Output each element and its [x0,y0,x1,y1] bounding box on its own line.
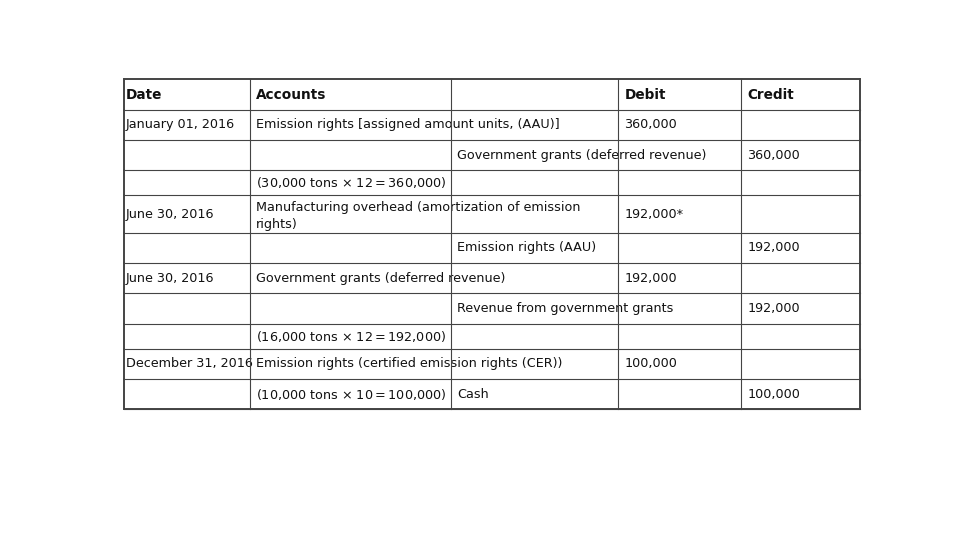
Text: Cash: Cash [457,388,489,401]
Text: (16,000 tons × $12 = $192,000): (16,000 tons × $12 = $192,000) [256,329,446,344]
Text: Revenue from government grants: Revenue from government grants [457,302,673,315]
Bar [124,79,860,409]
Text: (30,000 tons × $12 = $360,000): (30,000 tons × $12 = $360,000) [256,176,446,191]
Text: (10,000 tons × $10 = $100,000): (10,000 tons × $10 = $100,000) [256,387,446,402]
Text: June 30, 2016: June 30, 2016 [126,207,214,220]
Text: 192,000: 192,000 [624,272,677,285]
Text: 192,000: 192,000 [747,241,800,254]
Text: Manufacturing overhead (amortization of emission
rights): Manufacturing overhead (amortization of … [256,201,581,231]
Text: December 31, 2016: December 31, 2016 [126,357,252,370]
Text: Credit: Credit [747,87,794,102]
Text: June 30, 2016: June 30, 2016 [126,272,214,285]
Text: 100,000: 100,000 [624,357,678,370]
Text: Emission rights (AAU): Emission rights (AAU) [457,241,596,254]
Text: 192,000: 192,000 [747,302,800,315]
Text: Emission rights (certified emission rights (CER)): Emission rights (certified emission righ… [256,357,563,370]
Text: Government grants (deferred revenue): Government grants (deferred revenue) [256,272,506,285]
Text: January 01, 2016: January 01, 2016 [126,118,235,131]
Text: Accounts: Accounts [256,87,326,102]
Text: 360,000: 360,000 [747,148,800,162]
Text: Government grants (deferred revenue): Government grants (deferred revenue) [457,148,707,162]
Text: 100,000: 100,000 [747,388,800,401]
Text: 192,000*: 192,000* [624,207,684,220]
Text: Emission rights [assigned amount units, (AAU)]: Emission rights [assigned amount units, … [256,118,560,131]
Text: Date: Date [126,87,162,102]
Text: Debit: Debit [624,87,666,102]
Text: 360,000: 360,000 [624,118,677,131]
